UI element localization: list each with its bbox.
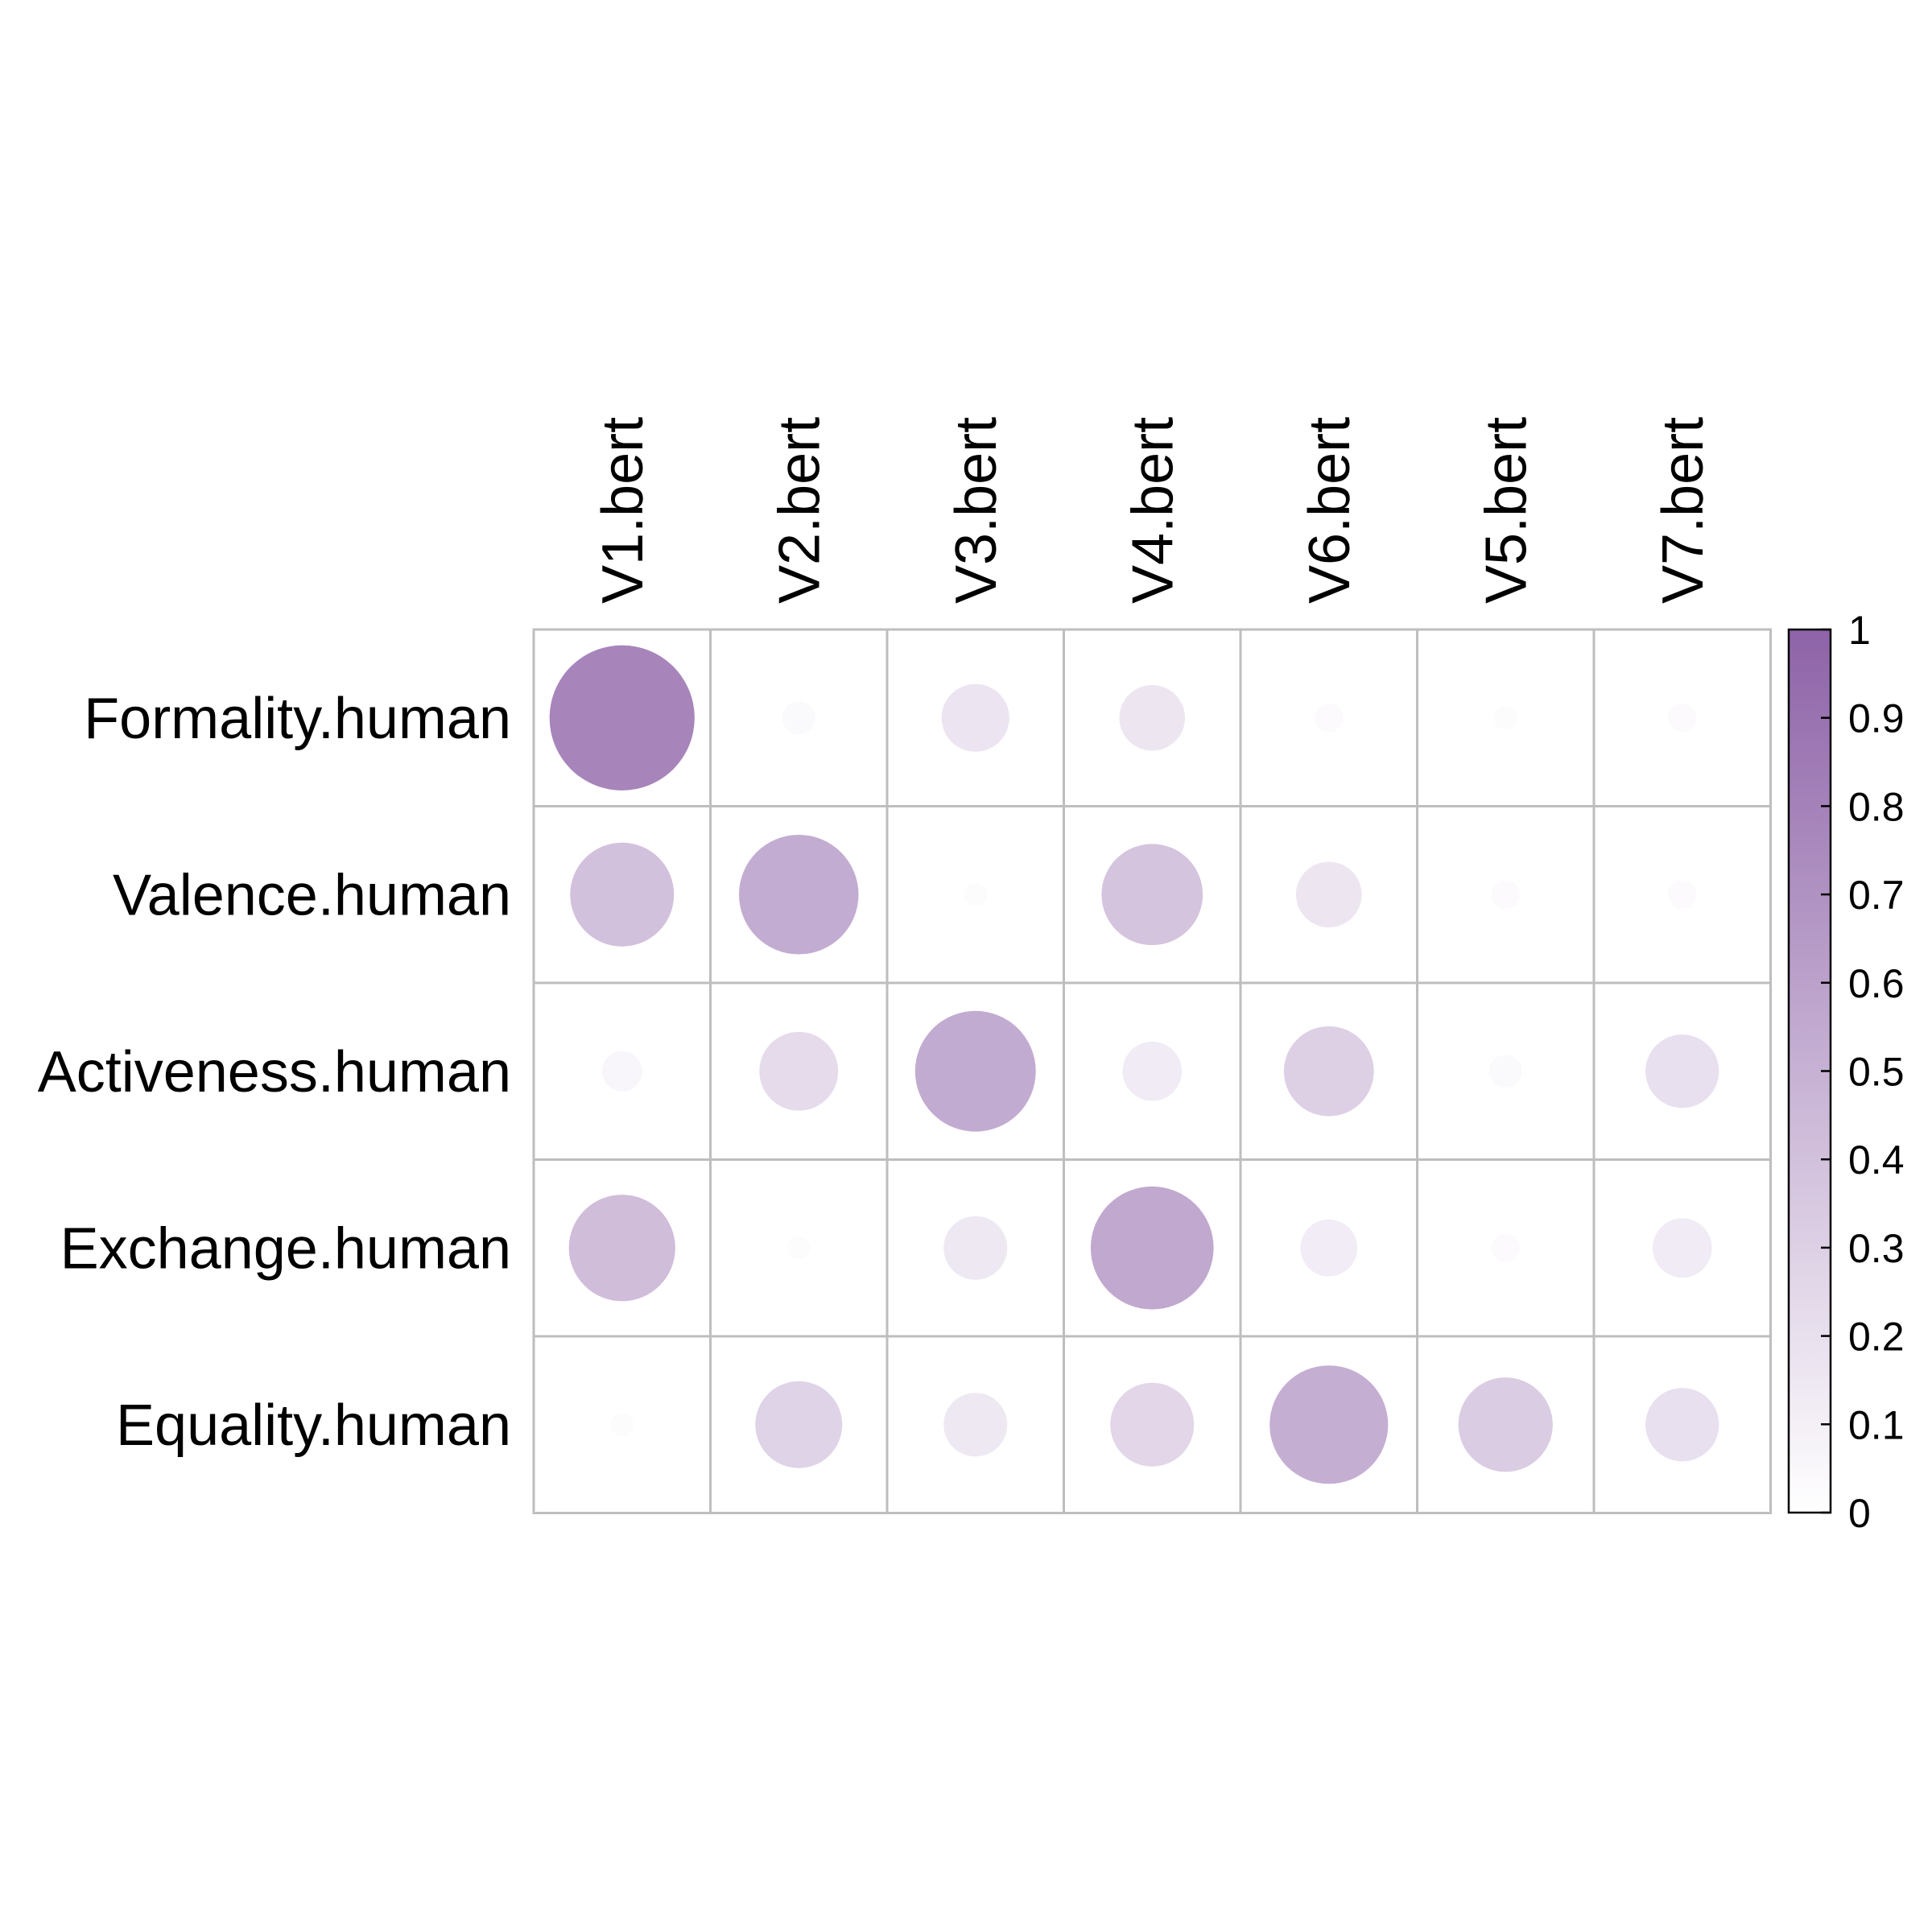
correlation-circle <box>1295 861 1362 928</box>
row-label: Exchange.human <box>60 1216 511 1281</box>
color-scale-tick-label: 0.4 <box>1848 1137 1905 1183</box>
correlation-circle <box>1645 1388 1719 1462</box>
correlation-circle <box>1122 1041 1183 1101</box>
correlation-circle <box>601 1051 642 1092</box>
column-label: V7.bert <box>1651 417 1715 604</box>
correlation-circle <box>914 1010 1036 1132</box>
color-scale-tick-label: 0.9 <box>1848 696 1905 741</box>
correlation-circle <box>1488 1055 1522 1088</box>
correlation-circle <box>759 1031 839 1111</box>
correlation-circle <box>1491 880 1520 909</box>
column-label: V3.bert <box>944 417 1009 604</box>
column-label: V2.bert <box>767 417 832 604</box>
correlation-circle <box>1269 1365 1389 1484</box>
correlation-circle <box>1119 684 1186 751</box>
correlation-circle <box>1668 880 1697 909</box>
column-label: V5.bert <box>1474 417 1538 604</box>
correlation-circle <box>941 683 1009 752</box>
correlation-circle <box>1491 1233 1520 1262</box>
row-label: Formality.human <box>84 687 511 751</box>
correlation-circle <box>1458 1377 1553 1472</box>
correlation-circle <box>1493 706 1517 730</box>
correlation-circle <box>964 882 988 906</box>
correlation-circle <box>1315 704 1344 733</box>
color-scale-tick-label: 0.6 <box>1848 961 1905 1006</box>
correlation-circle <box>1668 704 1697 733</box>
correlation-circle <box>1101 844 1203 946</box>
correlation-circle <box>786 1236 811 1260</box>
correlation-circle <box>610 1413 634 1437</box>
correlation-circle <box>755 1381 843 1468</box>
color-scale-tick-label: 0.2 <box>1848 1315 1905 1360</box>
correlation-circles <box>549 645 1719 1484</box>
color-scale-tick-label: 0.7 <box>1848 873 1905 918</box>
correlation-circle <box>738 834 859 955</box>
row-label: Valence.human <box>113 863 511 927</box>
color-scale-legend: 0 0.1 0.2 0.3 0.4 0.5 0.6 0.7 0.8 0.9 1 <box>1787 608 1905 1536</box>
correlation-circle <box>568 1195 675 1302</box>
column-labels: V1.bert V2.bert V3.bert V4.bert V6.bert V5.be… <box>591 417 1715 604</box>
color-scale-tick-label: 0.8 <box>1848 784 1905 829</box>
correlation-circle <box>1300 1219 1358 1277</box>
color-scale-tick-label: 0.3 <box>1848 1226 1905 1271</box>
column-label: V4.bert <box>1121 417 1185 604</box>
correlation-circle <box>549 645 695 791</box>
color-scale-tick-label: 0 <box>1848 1491 1871 1536</box>
chart-grid <box>532 628 1772 1514</box>
column-label: V6.bert <box>1298 417 1362 604</box>
correlation-circle <box>1645 1034 1719 1108</box>
correlation-circle <box>1110 1382 1195 1467</box>
row-label: Activeness.human <box>38 1040 511 1104</box>
correlation-circle <box>570 842 675 947</box>
row-labels: Formality.human Valence.human Activeness.h… <box>38 687 511 1458</box>
correlation-circle <box>1090 1186 1214 1310</box>
column-label: V1.bert <box>591 417 655 604</box>
color-scale-tick-label: 0.1 <box>1848 1402 1905 1447</box>
color-scale-tick-label: 0.5 <box>1848 1050 1905 1095</box>
correlation-circle <box>943 1216 1008 1280</box>
color-scale-tick-label: 1 <box>1848 608 1871 653</box>
row-label: Equality.human <box>116 1393 511 1458</box>
correlation-circle <box>782 701 815 735</box>
correlation-circle <box>1283 1026 1374 1117</box>
correlation-circle <box>943 1393 1008 1457</box>
grid-cell <box>1592 1335 1772 1514</box>
correlation-circle <box>1652 1218 1712 1278</box>
